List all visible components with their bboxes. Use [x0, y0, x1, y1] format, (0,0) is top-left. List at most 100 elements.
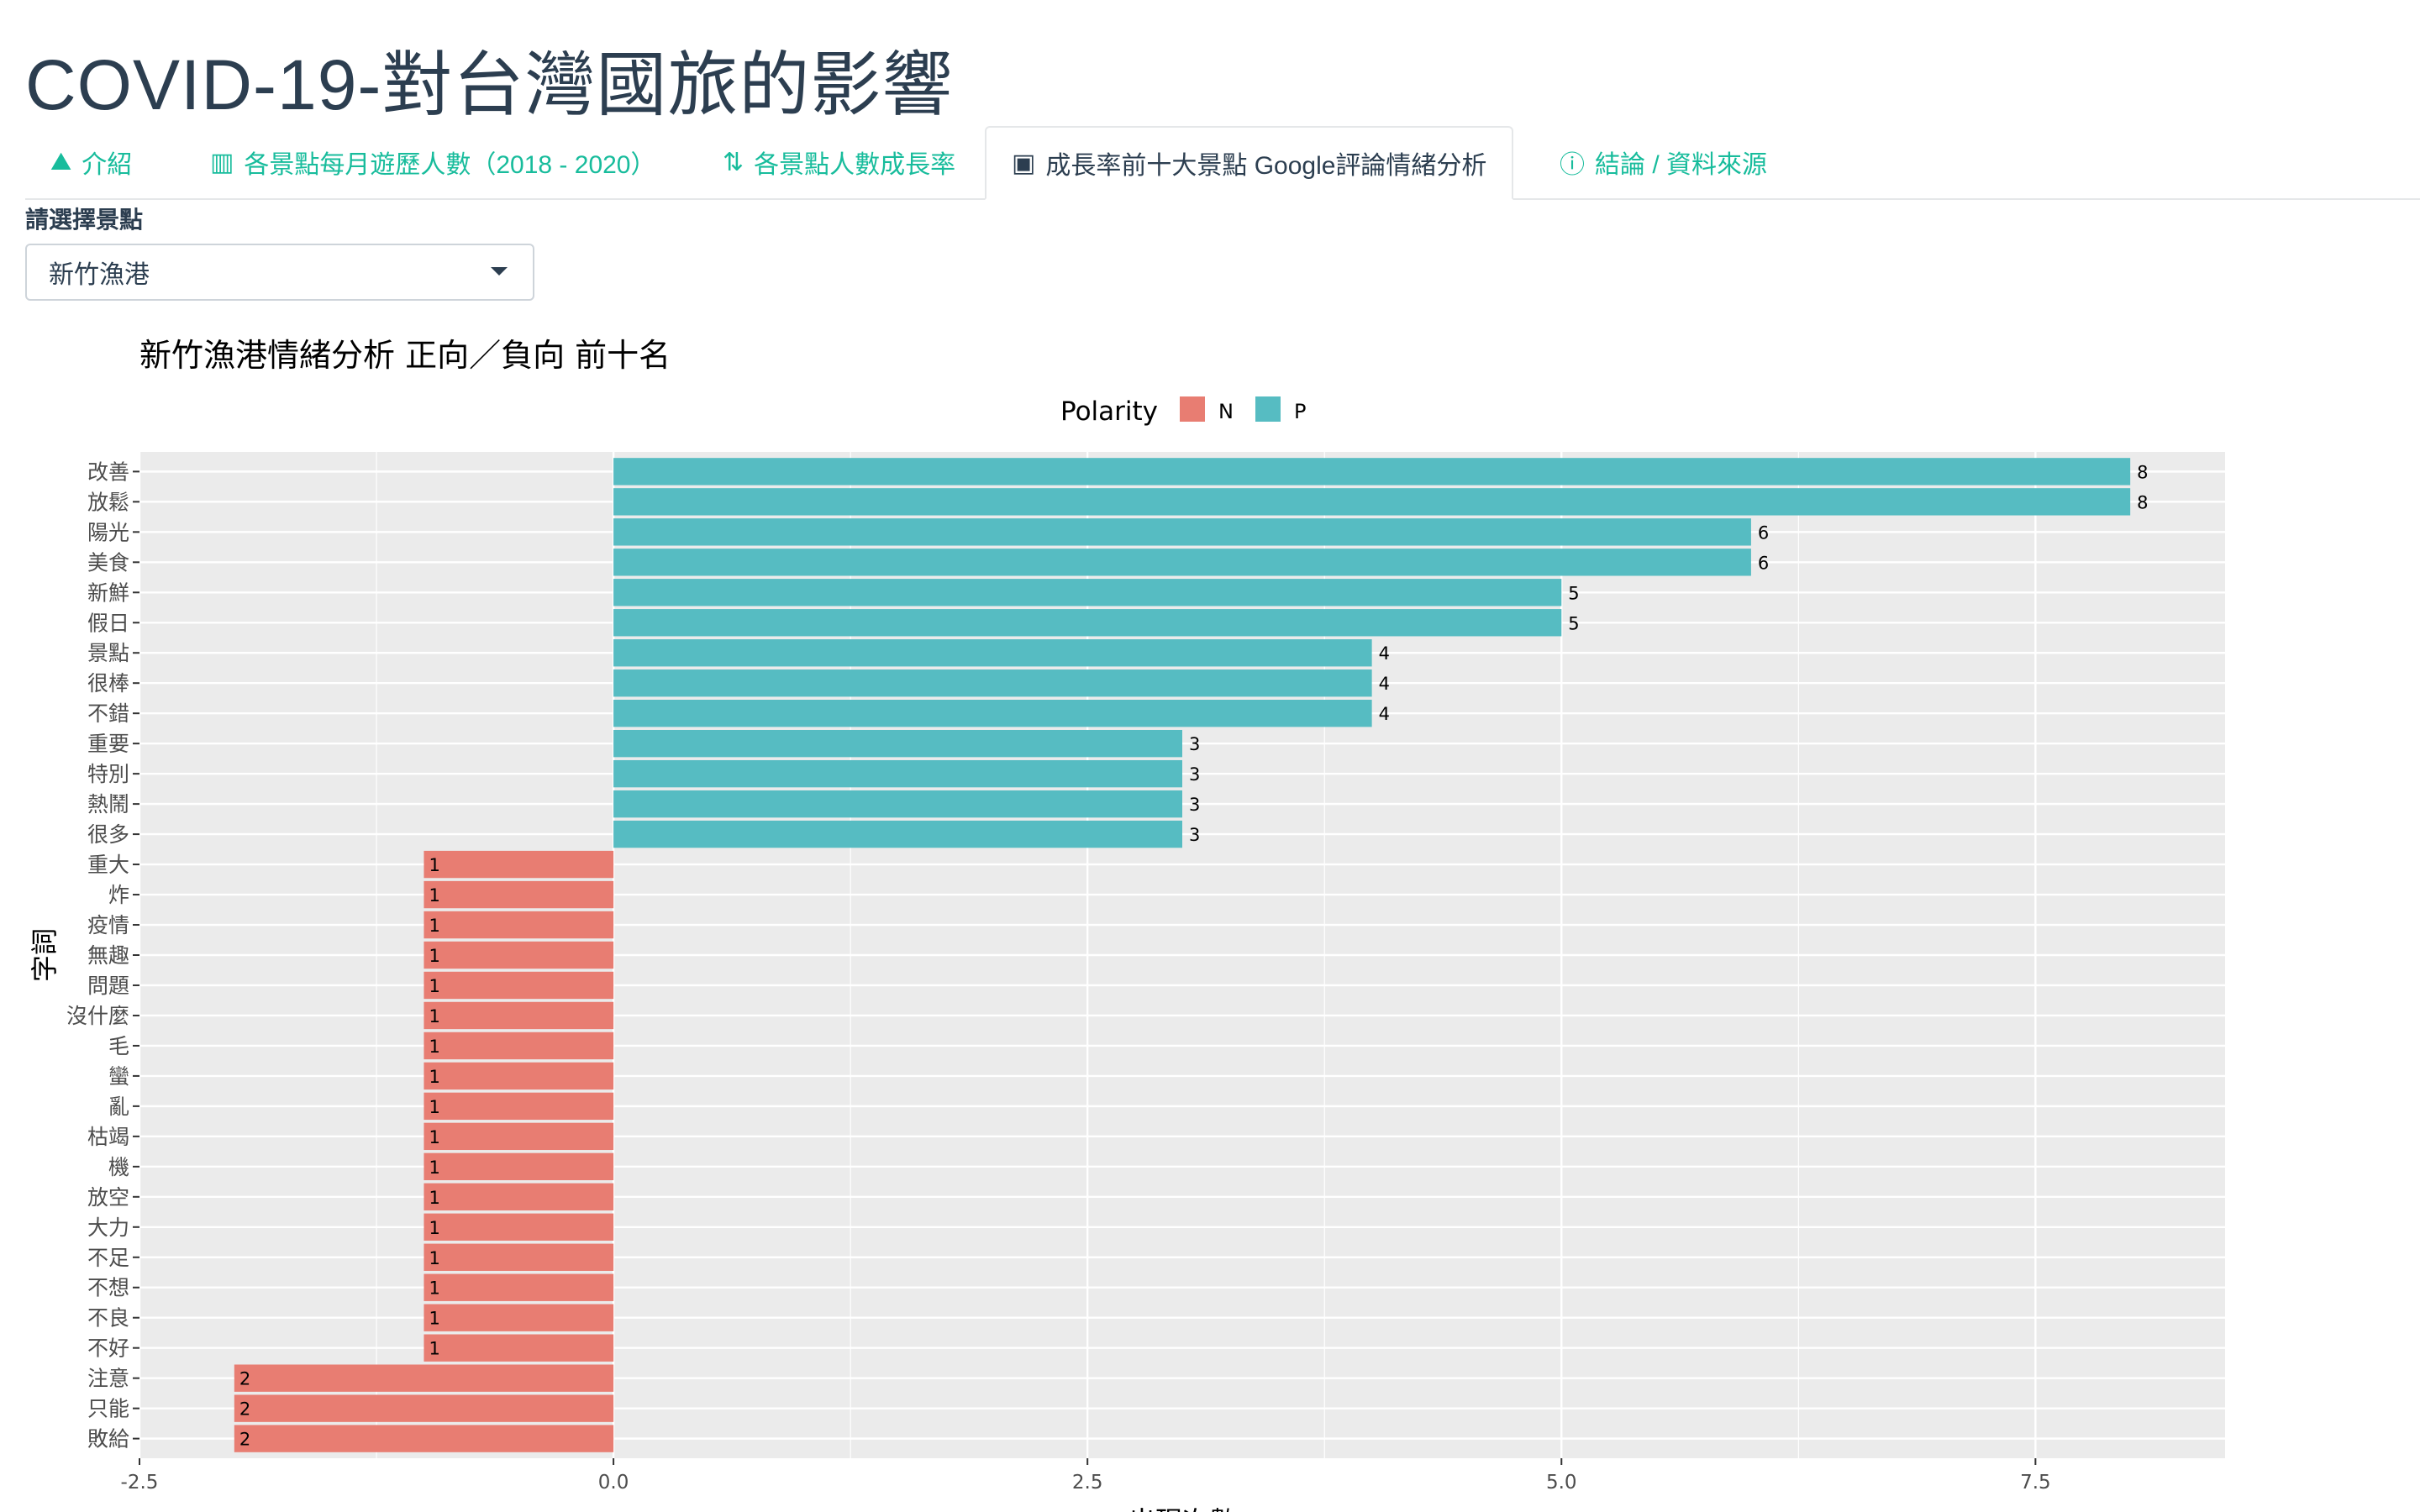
- bar-negative: [424, 1001, 614, 1030]
- data-label: 1: [429, 1188, 439, 1208]
- data-label: 1: [429, 976, 439, 996]
- bar-negative: [424, 1122, 614, 1151]
- bar-positive: [613, 700, 1372, 727]
- y-tick-label: 熱鬧: [87, 792, 129, 816]
- x-tick-label: 7.5: [2020, 1472, 2051, 1494]
- data-label: 1: [429, 1097, 439, 1117]
- tab-label: 結論 / 資料來源: [1595, 151, 1768, 179]
- y-tick-label: 機: [108, 1155, 129, 1179]
- data-label: 1: [429, 1339, 439, 1359]
- caret-down-icon: [491, 267, 508, 276]
- bar-positive: [613, 790, 1182, 818]
- select-value: 新竹漁港: [49, 261, 150, 289]
- bar-negative: [424, 941, 614, 969]
- info-circle-icon: ⓘ: [1560, 151, 1585, 179]
- tab-intro[interactable]: ⛰ 介紹: [25, 126, 157, 198]
- data-label: 8: [2137, 492, 2148, 512]
- bar-negative: [424, 1062, 614, 1090]
- data-label: 4: [1379, 643, 1390, 664]
- bar-negative: [424, 880, 614, 909]
- y-tick-label: 炸: [108, 883, 129, 907]
- bar-positive: [613, 820, 1182, 848]
- bar-negative: [424, 1304, 614, 1331]
- bar-negative: [424, 1273, 614, 1301]
- data-label: 3: [1189, 825, 1200, 845]
- y-tick-label: 亂: [108, 1095, 129, 1119]
- bar-negative: [424, 1032, 614, 1060]
- y-tick-label: 不足: [87, 1246, 129, 1270]
- spot-select[interactable]: 新竹漁港: [25, 244, 534, 301]
- data-label: 6: [1758, 522, 1769, 543]
- bar-negative: [424, 1243, 614, 1271]
- data-label: 1: [429, 1067, 439, 1087]
- y-tick-label: 新鮮: [87, 580, 129, 605]
- x-tick-label: 2.5: [1072, 1472, 1103, 1494]
- y-tick-label: 不好: [87, 1336, 129, 1361]
- tab-label: 成長率前十大景點 Google評論情緒分析: [1045, 152, 1487, 180]
- data-label: 1: [429, 1006, 439, 1026]
- y-tick-label: 不錯: [87, 701, 129, 726]
- bar-positive: [613, 579, 1562, 606]
- data-label: 1: [429, 855, 439, 875]
- data-label: 2: [239, 1430, 250, 1450]
- data-label: 4: [1379, 704, 1390, 724]
- bar-negative: [424, 1152, 614, 1181]
- y-tick-label: 只能: [87, 1397, 129, 1421]
- bar-negative: [424, 1183, 614, 1210]
- bar-negative: [234, 1394, 614, 1422]
- tab-growth-rate[interactable]: ⇅ 各景點人數成長率: [697, 126, 981, 198]
- y-tick-label: 陽光: [87, 520, 129, 544]
- legend-label-p: P: [1294, 400, 1306, 423]
- y-tick-label: 不良: [87, 1306, 129, 1331]
- bar-negative: [424, 1092, 614, 1121]
- bar-positive: [613, 669, 1372, 697]
- data-label: 1: [429, 1218, 439, 1238]
- data-label: 2: [239, 1399, 250, 1420]
- y-tick-label: 特別: [87, 762, 129, 786]
- x-tick-label: 0.0: [598, 1472, 629, 1494]
- data-label: 6: [1758, 553, 1769, 573]
- bar-negative: [424, 971, 614, 1000]
- data-label: 1: [429, 946, 439, 966]
- chart-title: 新竹漁港情緒分析 正向／負向 前十名: [139, 337, 671, 374]
- y-tick-label: 重要: [87, 732, 129, 756]
- data-label: 1: [429, 916, 439, 936]
- y-tick-label: 很多: [87, 822, 129, 847]
- y-tick-label: 注意: [87, 1367, 129, 1391]
- legend-label-n: N: [1218, 400, 1234, 423]
- y-tick-label: 疫情: [87, 913, 129, 937]
- bar-negative: [234, 1364, 614, 1392]
- bar-negative: [424, 911, 614, 939]
- y-tick-label: 敗給: [87, 1427, 129, 1452]
- y-tick-label: 假日: [87, 611, 129, 635]
- bar-positive: [613, 729, 1182, 758]
- language-icon: ▣: [1012, 149, 1036, 177]
- y-axis-title: 字詞: [29, 928, 60, 982]
- x-axis-title: 出現次數: [1128, 1505, 1236, 1512]
- data-label: 1: [429, 1278, 439, 1299]
- data-label: 5: [1568, 613, 1579, 633]
- data-label: 1: [429, 1127, 439, 1147]
- bar-positive: [613, 488, 2131, 516]
- y-tick-label: 枯竭: [87, 1125, 129, 1149]
- data-label: 3: [1189, 764, 1200, 785]
- tab-sentiment-analysis[interactable]: ▣ 成長率前十大景點 Google評論情緒分析: [985, 126, 1514, 200]
- data-label: 8: [2137, 462, 2148, 482]
- tab-label: 各景點每月遊歷人數（2018 - 2020）: [244, 151, 656, 179]
- y-tick-label: 重大: [87, 853, 129, 877]
- y-tick-label: 問題: [87, 974, 129, 998]
- tab-monthly-visitors[interactable]: ▥ 各景點每月遊歷人數（2018 - 2020）: [185, 126, 681, 198]
- data-label: 1: [429, 1309, 439, 1329]
- sort-numeric-up-icon: ⇅: [723, 148, 744, 176]
- select-label: 請選擇景點: [25, 207, 144, 233]
- y-tick-label: 放鬆: [87, 490, 129, 514]
- y-tick-label: 蠻: [108, 1064, 129, 1089]
- bar-chart-icon: ▥: [210, 148, 234, 176]
- data-label: 1: [429, 885, 439, 906]
- bar-positive: [613, 518, 1751, 546]
- tab-conclusion[interactable]: ⓘ 結論 / 資料來源: [1534, 126, 1792, 198]
- x-tick-label: 5.0: [1546, 1472, 1577, 1494]
- bar-positive: [613, 609, 1562, 637]
- tab-label: 各景點人數成長率: [754, 151, 956, 179]
- bar-positive: [613, 639, 1372, 667]
